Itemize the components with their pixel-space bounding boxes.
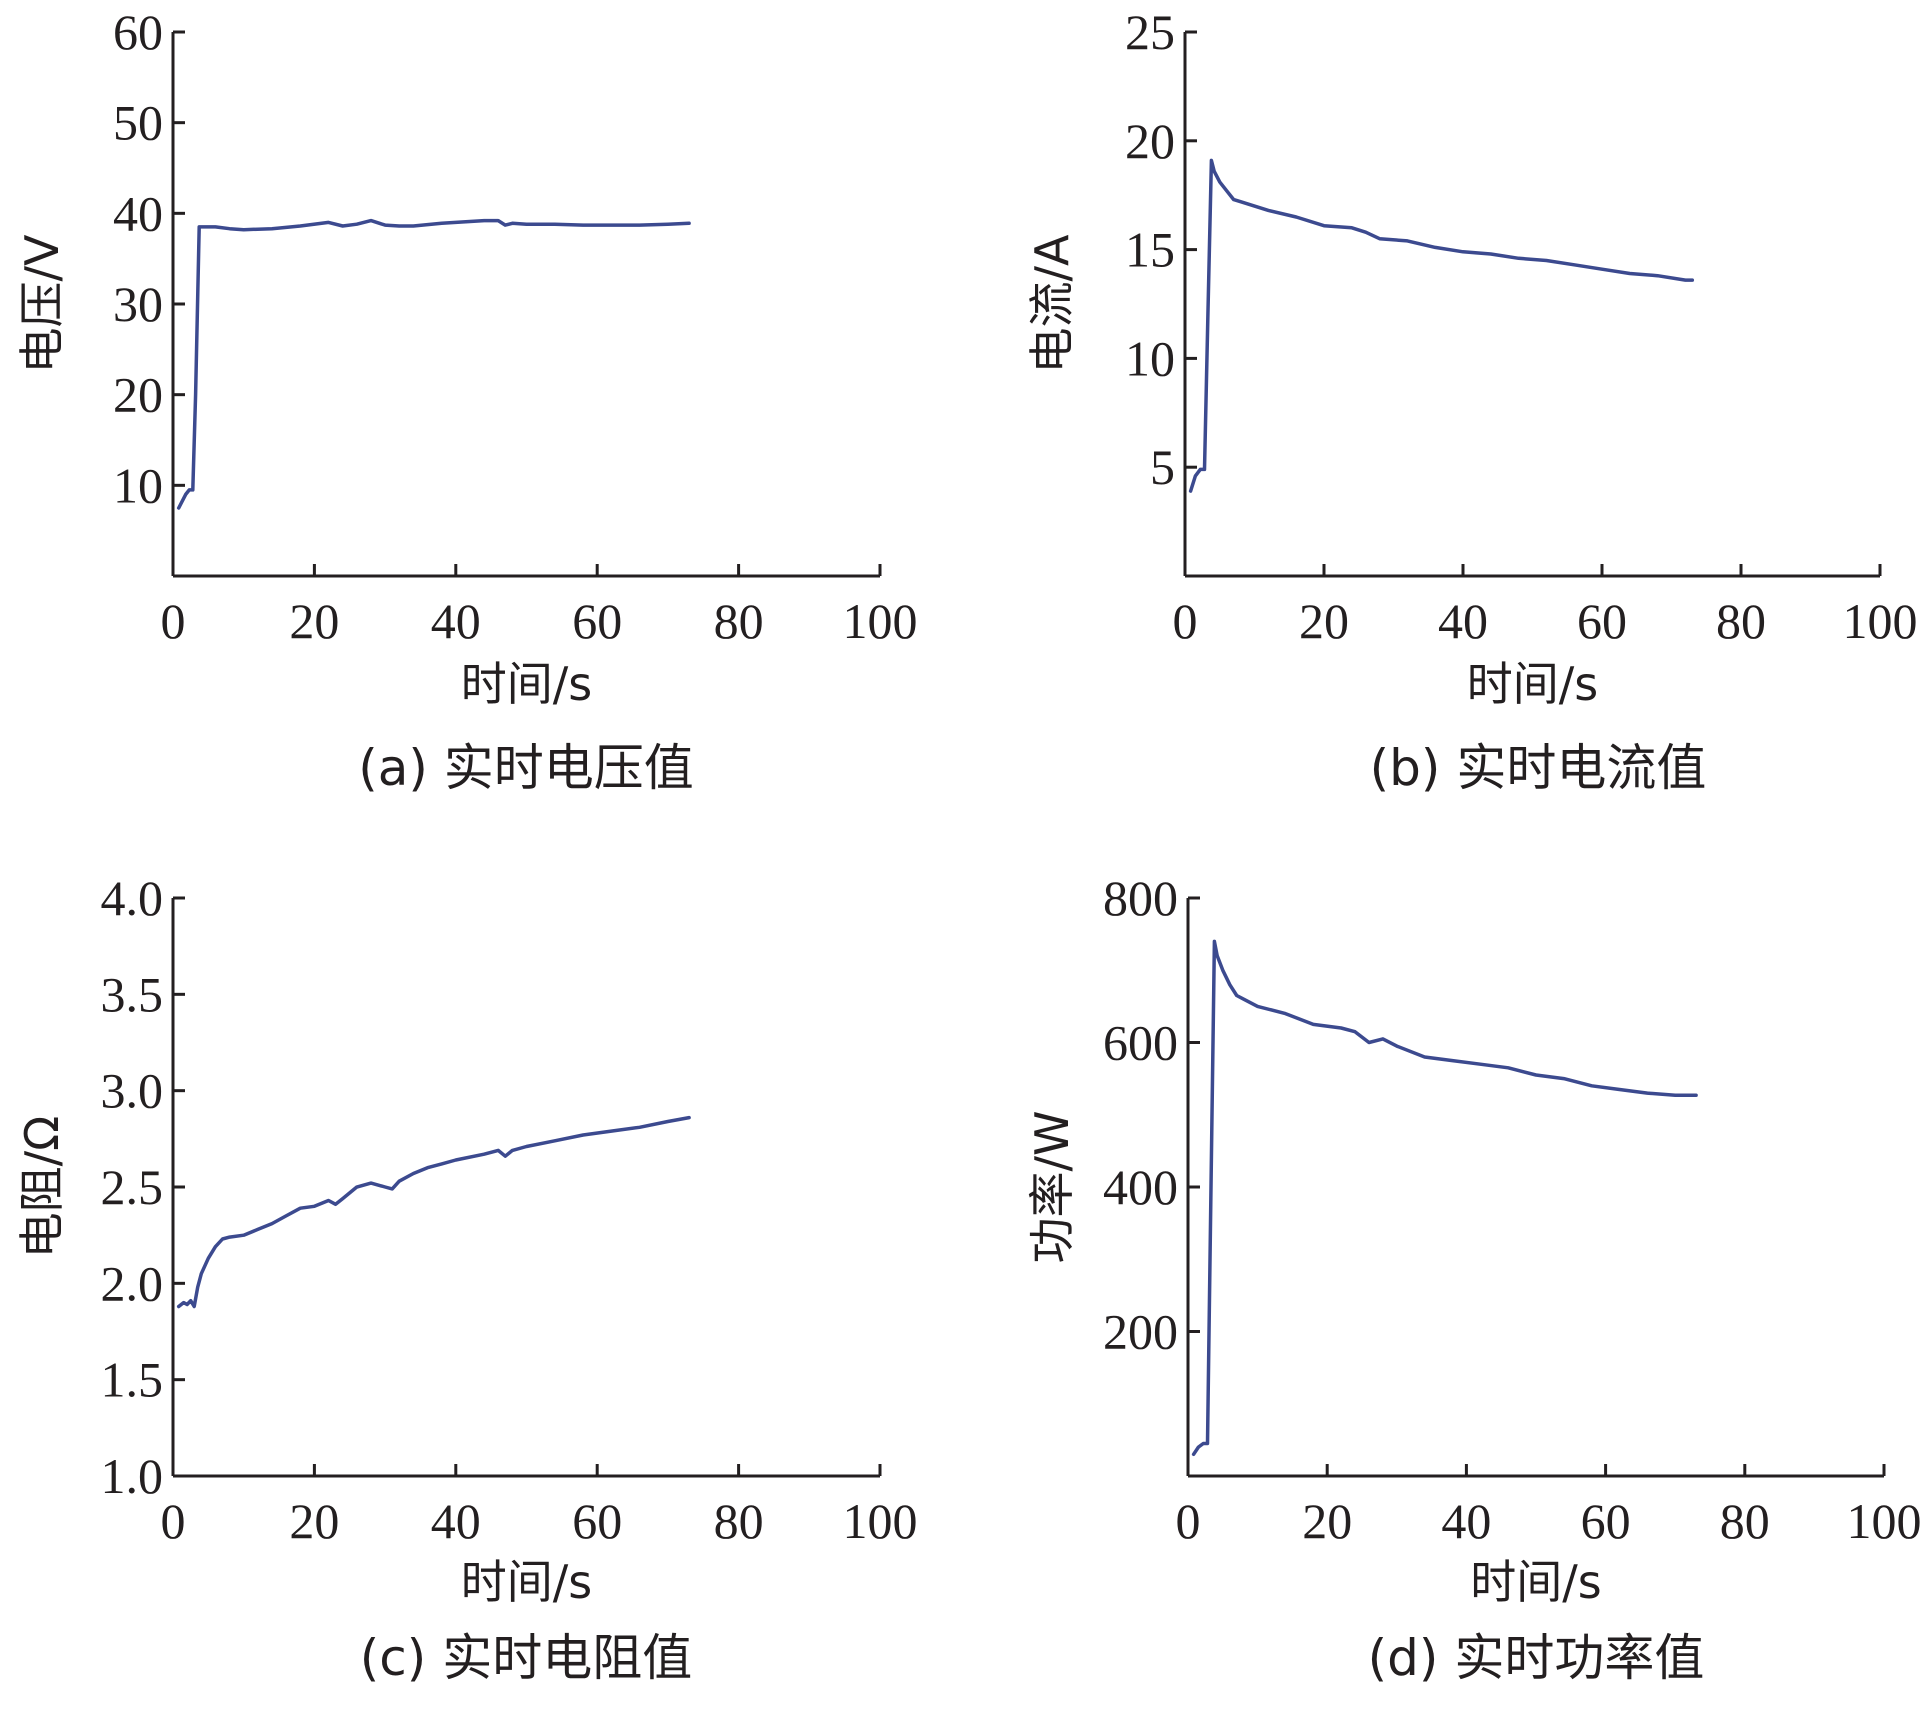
y-tick-label: 5 bbox=[1150, 439, 1175, 495]
panel-caption: (a) 实时电压值 bbox=[358, 739, 694, 797]
x-tick-label: 20 bbox=[1302, 1493, 1352, 1549]
y-tick-label: 1.5 bbox=[101, 1352, 164, 1408]
x-tick-label: 60 bbox=[1577, 593, 1627, 649]
x-axis-title: 时间/s bbox=[461, 657, 592, 711]
x-tick-label: 60 bbox=[572, 1493, 622, 1549]
y-tick-label: 200 bbox=[1103, 1304, 1178, 1360]
x-tick-label: 20 bbox=[289, 1493, 339, 1549]
x-tick-label: 20 bbox=[1299, 593, 1349, 649]
x-tick-label: 100 bbox=[1843, 593, 1918, 649]
y-tick-label: 30 bbox=[113, 276, 163, 332]
y-tick-label: 15 bbox=[1125, 222, 1175, 278]
y-tick-label: 40 bbox=[113, 185, 163, 241]
series-line bbox=[176, 1115, 691, 1309]
y-tick-label: 50 bbox=[113, 95, 163, 151]
panel-caption: (d) 实时功率值 bbox=[1368, 1629, 1705, 1687]
y-tick-label: 800 bbox=[1103, 870, 1178, 926]
chart-panel-4: 0 20 40 60 80 100 200 400 600 800 功率/W 时间/s (d) 实时功率… bbox=[1025, 870, 1922, 1687]
series-line bbox=[1191, 939, 1698, 1457]
x-tick-label: 0 bbox=[1176, 1493, 1201, 1549]
x-tick-label: 100 bbox=[843, 593, 918, 649]
y-tick-label: 60 bbox=[113, 4, 163, 60]
y-tick-label: 10 bbox=[113, 457, 163, 513]
chart-panel-3: 0 20 40 60 80 100 1.0 1.5 2.0 2.5 3.0 3.5 4.0 电阻/Ω 时间/… bbox=[15, 870, 918, 1687]
x-axis-title: 时间/s bbox=[1470, 1555, 1601, 1609]
y-tick-label: 400 bbox=[1103, 1159, 1178, 1215]
x-tick-label: 0 bbox=[161, 1493, 186, 1549]
chart-panel-2: 0 20 40 60 80 100 5 10 15 20 25 电流/A 时间/s (b) 实时电流值 bbox=[1025, 4, 1918, 797]
y-tick-label: 20 bbox=[1125, 113, 1175, 169]
x-tick-label: 0 bbox=[161, 593, 186, 649]
y-tick-label: 2.5 bbox=[101, 1159, 164, 1215]
series-line bbox=[1188, 158, 1695, 493]
series-line bbox=[176, 218, 691, 510]
y-tick-label: 3.5 bbox=[101, 966, 164, 1022]
x-tick-label: 60 bbox=[572, 593, 622, 649]
x-tick-label: 60 bbox=[1581, 1493, 1631, 1549]
x-tick-label: 40 bbox=[431, 593, 481, 649]
x-axis-title: 时间/s bbox=[1467, 657, 1598, 711]
y-tick-label: 600 bbox=[1103, 1015, 1178, 1071]
x-tick-label: 100 bbox=[1847, 1493, 1922, 1549]
x-tick-label: 80 bbox=[1716, 593, 1766, 649]
x-axis-title: 时间/s bbox=[461, 1555, 592, 1609]
x-tick-label: 0 bbox=[1173, 593, 1198, 649]
x-tick-label: 80 bbox=[714, 593, 764, 649]
y-tick-label: 3.0 bbox=[101, 1063, 164, 1119]
x-tick-label: 40 bbox=[1441, 1493, 1491, 1549]
y-axis-title: 电压/V bbox=[15, 234, 69, 373]
x-tick-label: 80 bbox=[1720, 1493, 1770, 1549]
chart-panel-1: 0 20 40 60 80 100 10 20 30 40 50 60 电压/V 时间/s (a) 实时电压… bbox=[15, 4, 918, 797]
y-tick-label: 4.0 bbox=[101, 870, 164, 926]
y-tick-label: 20 bbox=[113, 367, 163, 423]
x-tick-label: 100 bbox=[843, 1493, 918, 1549]
x-tick-label: 20 bbox=[289, 593, 339, 649]
y-axis-title: 功率/W bbox=[1025, 1111, 1079, 1264]
y-tick-label: 25 bbox=[1125, 4, 1175, 60]
panel-caption: (c) 实时电阻值 bbox=[360, 1629, 692, 1687]
y-axis-title: 电阻/Ω bbox=[15, 1116, 69, 1259]
y-tick-label: 1.0 bbox=[101, 1448, 164, 1504]
y-tick-label: 2.0 bbox=[101, 1255, 164, 1311]
panel-caption: (b) 实时电流值 bbox=[1370, 739, 1707, 797]
x-tick-label: 80 bbox=[714, 1493, 764, 1549]
x-tick-label: 40 bbox=[431, 1493, 481, 1549]
x-tick-label: 40 bbox=[1438, 593, 1488, 649]
y-axis-title: 电流/A bbox=[1025, 234, 1079, 373]
y-tick-label: 10 bbox=[1125, 330, 1175, 386]
